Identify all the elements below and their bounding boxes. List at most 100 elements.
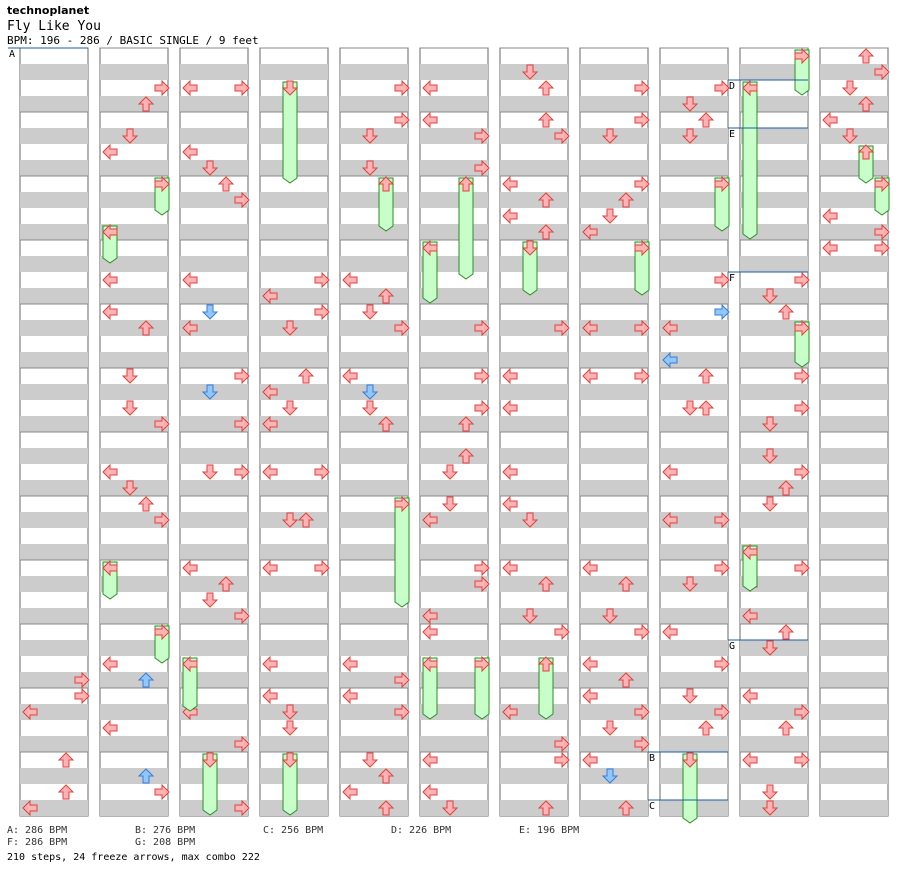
up-arrow bbox=[457, 416, 475, 432]
beat-stripe bbox=[180, 704, 248, 720]
down-arrow bbox=[761, 784, 779, 800]
down-arrow bbox=[281, 512, 299, 528]
down-arrow bbox=[681, 576, 699, 592]
right-arrow bbox=[314, 559, 330, 577]
beat-stripe bbox=[500, 448, 568, 464]
down-arrow bbox=[361, 304, 379, 320]
bpm-legend-d: D: 226 BPM bbox=[391, 825, 452, 836]
blue-up-arrow bbox=[137, 768, 155, 784]
up-arrow bbox=[537, 80, 555, 96]
left-arrow bbox=[102, 719, 118, 737]
bpm-change-label: C bbox=[649, 801, 655, 812]
right-arrow bbox=[634, 111, 650, 129]
beat-stripe bbox=[500, 672, 568, 688]
left-arrow bbox=[102, 559, 118, 577]
right-arrow bbox=[474, 159, 490, 177]
down-arrow bbox=[201, 752, 219, 768]
beat-stripe bbox=[820, 480, 888, 496]
freeze-arrow bbox=[522, 241, 538, 296]
left-arrow bbox=[262, 687, 278, 705]
beat-stripe bbox=[100, 192, 168, 208]
beat-stripe bbox=[660, 224, 728, 240]
beat-stripe bbox=[180, 544, 248, 560]
beat-stripe bbox=[660, 640, 728, 656]
beat-stripe bbox=[660, 416, 728, 432]
left-arrow bbox=[582, 655, 598, 673]
left-arrow bbox=[822, 111, 838, 129]
beat-stripe bbox=[420, 608, 488, 624]
freeze-arrow bbox=[742, 81, 758, 240]
left-arrow bbox=[582, 319, 598, 337]
left-arrow bbox=[662, 511, 678, 529]
beat-stripe bbox=[20, 192, 88, 208]
freeze-arrow bbox=[682, 753, 698, 824]
beat-stripe bbox=[500, 160, 568, 176]
left-arrow bbox=[502, 463, 518, 481]
beat-stripe bbox=[820, 160, 888, 176]
right-arrow bbox=[394, 319, 410, 337]
right-arrow bbox=[794, 703, 810, 721]
beat-stripe bbox=[340, 96, 408, 112]
up-arrow bbox=[537, 112, 555, 128]
beat-stripe bbox=[580, 384, 648, 400]
bpm-legend-a: A: 286 BPM bbox=[7, 825, 68, 836]
down-arrow bbox=[361, 160, 379, 176]
beat-stripe bbox=[500, 768, 568, 784]
beat-stripe bbox=[340, 288, 408, 304]
bpm-legend-e: E: 196 BPM bbox=[519, 825, 580, 836]
right-arrow bbox=[314, 303, 330, 321]
left-arrow bbox=[742, 607, 758, 625]
freeze-arrow bbox=[474, 657, 490, 720]
beat-stripe bbox=[340, 640, 408, 656]
right-arrow bbox=[794, 399, 810, 417]
left-arrow bbox=[822, 207, 838, 225]
up-arrow bbox=[537, 224, 555, 240]
up-arrow bbox=[377, 800, 395, 816]
beat-stripe bbox=[660, 672, 728, 688]
beat-stripe bbox=[340, 256, 408, 272]
down-arrow bbox=[521, 240, 539, 256]
beat-stripe bbox=[660, 192, 728, 208]
beat-stripe bbox=[180, 512, 248, 528]
up-arrow bbox=[697, 400, 715, 416]
bpm-change-label: E bbox=[729, 129, 735, 140]
beat-stripe bbox=[580, 160, 648, 176]
up-arrow bbox=[137, 96, 155, 112]
up-arrow bbox=[457, 176, 475, 192]
right-arrow bbox=[634, 79, 650, 97]
down-arrow bbox=[281, 720, 299, 736]
beat-stripe bbox=[180, 64, 248, 80]
right-arrow bbox=[714, 655, 730, 673]
right-arrow bbox=[74, 671, 90, 689]
beat-stripe bbox=[740, 672, 808, 688]
right-arrow bbox=[234, 607, 250, 625]
beat-stripe bbox=[340, 416, 408, 432]
beat-stripe bbox=[260, 192, 328, 208]
up-arrow bbox=[217, 576, 235, 592]
left-arrow bbox=[102, 143, 118, 161]
left-arrow bbox=[102, 303, 118, 321]
down-arrow bbox=[681, 400, 699, 416]
down-arrow bbox=[521, 608, 539, 624]
left-arrow bbox=[502, 495, 518, 513]
left-arrow bbox=[262, 415, 278, 433]
beat-stripe bbox=[20, 448, 88, 464]
down-arrow bbox=[441, 464, 459, 480]
left-arrow bbox=[182, 655, 198, 673]
beat-stripe bbox=[580, 96, 648, 112]
right-arrow bbox=[714, 511, 730, 529]
left-arrow bbox=[662, 623, 678, 641]
beat-stripe bbox=[420, 480, 488, 496]
beat-stripe bbox=[500, 800, 568, 816]
beat-stripe bbox=[820, 416, 888, 432]
down-arrow bbox=[601, 720, 619, 736]
beat-stripe bbox=[500, 320, 568, 336]
beat-stripe bbox=[20, 64, 88, 80]
beat-stripe bbox=[420, 384, 488, 400]
beat-stripe bbox=[740, 736, 808, 752]
down-arrow bbox=[761, 288, 779, 304]
left-arrow bbox=[502, 207, 518, 225]
beat-stripe bbox=[420, 416, 488, 432]
left-arrow bbox=[502, 175, 518, 193]
beat-stripe bbox=[500, 544, 568, 560]
